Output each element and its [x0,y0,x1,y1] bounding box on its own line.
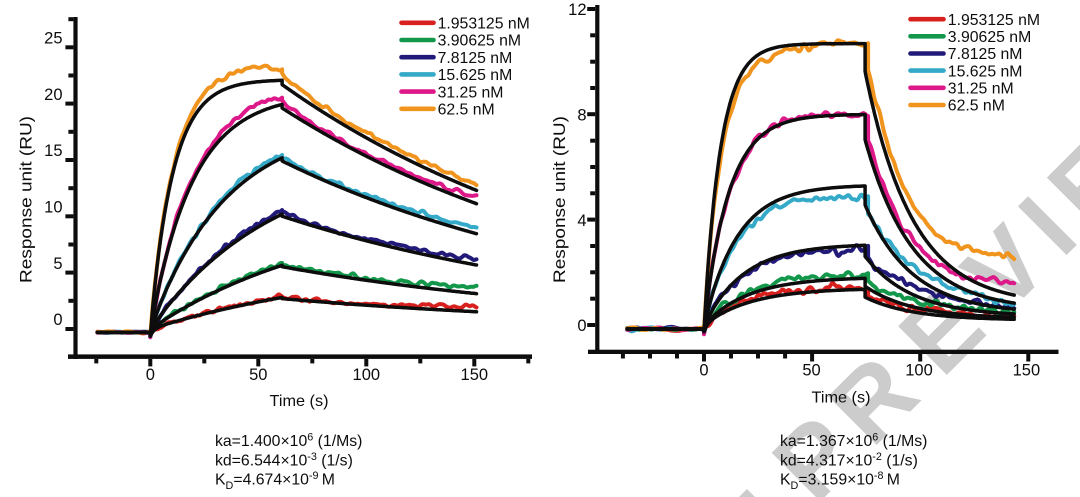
svg-text:1.953125 nM: 1.953125 nM [948,12,1040,29]
svg-text:15.625 nM: 15.625 nM [948,63,1023,80]
svg-text:Response unit (RU): Response unit (RU) [551,116,569,283]
svg-text:ka=1.400×106 (1/Ms): ka=1.400×106 (1/Ms) [215,432,362,451]
svg-text:Time (s): Time (s) [812,389,871,406]
svg-text:kd=4.317×10-2 (1/s): kd=4.317×10-2 (1/s) [780,451,918,470]
svg-text:0: 0 [146,366,155,384]
svg-text:Time (s): Time (s) [270,393,329,410]
svg-text:15: 15 [44,142,62,160]
svg-text:KD=4.674×10-9 M: KD=4.674×10-9 M [215,470,335,492]
svg-text:100: 100 [353,366,381,384]
svg-text:KD=3.159×10-8 M: KD=3.159×10-8 M [780,470,900,492]
svg-text:7.8125 nM: 7.8125 nM [948,46,1023,63]
svg-text:31.25 nM: 31.25 nM [948,81,1014,98]
svg-text:4: 4 [577,212,586,230]
svg-text:150: 150 [461,366,489,384]
svg-text:0: 0 [577,317,586,335]
svg-text:0: 0 [699,362,708,380]
svg-text:7.8125 nM: 7.8125 nM [438,50,513,67]
svg-text:50: 50 [249,366,267,384]
svg-text:kd=6.544×10-3 (1/s): kd=6.544×10-3 (1/s) [215,451,353,470]
svg-text:5: 5 [53,255,62,273]
svg-text:100: 100 [905,362,933,380]
svg-text:62.5 nM: 62.5 nM [948,98,1005,115]
svg-text:50: 50 [802,362,820,380]
svg-text:10: 10 [44,199,62,217]
svg-text:12: 12 [568,1,586,19]
svg-text:62.5 nM: 62.5 nM [438,102,495,119]
svg-text:0: 0 [53,311,62,329]
svg-text:1.953125 nM: 1.953125 nM [438,16,530,33]
svg-text:ka=1.367×106 (1/Ms): ka=1.367×106 (1/Ms) [780,432,927,451]
svg-text:150: 150 [1013,362,1041,380]
svg-text:31.25 nM: 31.25 nM [438,84,504,101]
svg-text:8: 8 [577,106,586,124]
svg-text:3.90625 nM: 3.90625 nM [948,29,1031,46]
svg-text:25: 25 [44,30,62,48]
svg-text:20: 20 [44,86,62,104]
svg-text:3.90625 nM: 3.90625 nM [438,33,521,50]
svg-text:Response unit (RU): Response unit (RU) [18,116,36,283]
svg-text:15.625 nM: 15.625 nM [438,67,513,84]
